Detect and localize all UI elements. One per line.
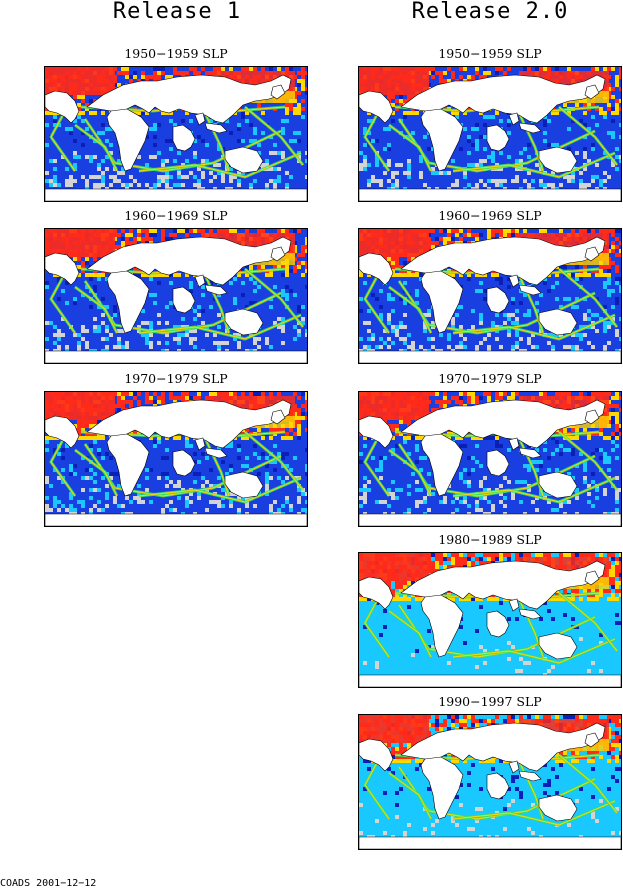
panel-title: 1970−1979 SLP <box>438 371 542 386</box>
map-panel-r2-1970s: 1970−1979 SLP <box>358 371 622 529</box>
panel-title: 1950−1959 SLP <box>438 46 542 61</box>
world-map-image <box>44 66 308 202</box>
world-map-image <box>358 391 622 527</box>
panel-title: 1950−1959 SLP <box>124 46 228 61</box>
map-panel-r2-1990s: 1990−1997 SLP <box>358 694 622 852</box>
world-map-image <box>358 66 622 202</box>
world-map-image <box>358 552 622 688</box>
panel-title: 1990−1997 SLP <box>438 694 542 709</box>
map-panel-r1-1960s: 1960−1969 SLP <box>44 208 308 366</box>
world-map-image <box>358 228 622 364</box>
panel-title: 1960−1969 SLP <box>124 208 228 223</box>
release-1-heading: Release 1 <box>112 0 242 24</box>
world-map-image <box>358 714 622 850</box>
map-panel-r2-1980s: 1980−1989 SLP <box>358 532 622 690</box>
panel-title: 1970−1979 SLP <box>124 371 228 386</box>
world-map-image <box>44 391 308 527</box>
panel-title: 1980−1989 SLP <box>438 532 542 547</box>
footer-credit: COADS 2001−12−12 <box>0 878 97 889</box>
map-panel-r2-1950s: 1950−1959 SLP <box>358 46 622 204</box>
map-panel-r1-1970s: 1970−1979 SLP <box>44 371 308 529</box>
release-2-heading: Release 2.0 <box>411 0 569 24</box>
world-map-image <box>44 228 308 364</box>
map-panel-r1-1950s: 1950−1959 SLP <box>44 46 308 204</box>
panel-title: 1960−1969 SLP <box>438 208 542 223</box>
map-panel-r2-1960s: 1960−1969 SLP <box>358 208 622 366</box>
